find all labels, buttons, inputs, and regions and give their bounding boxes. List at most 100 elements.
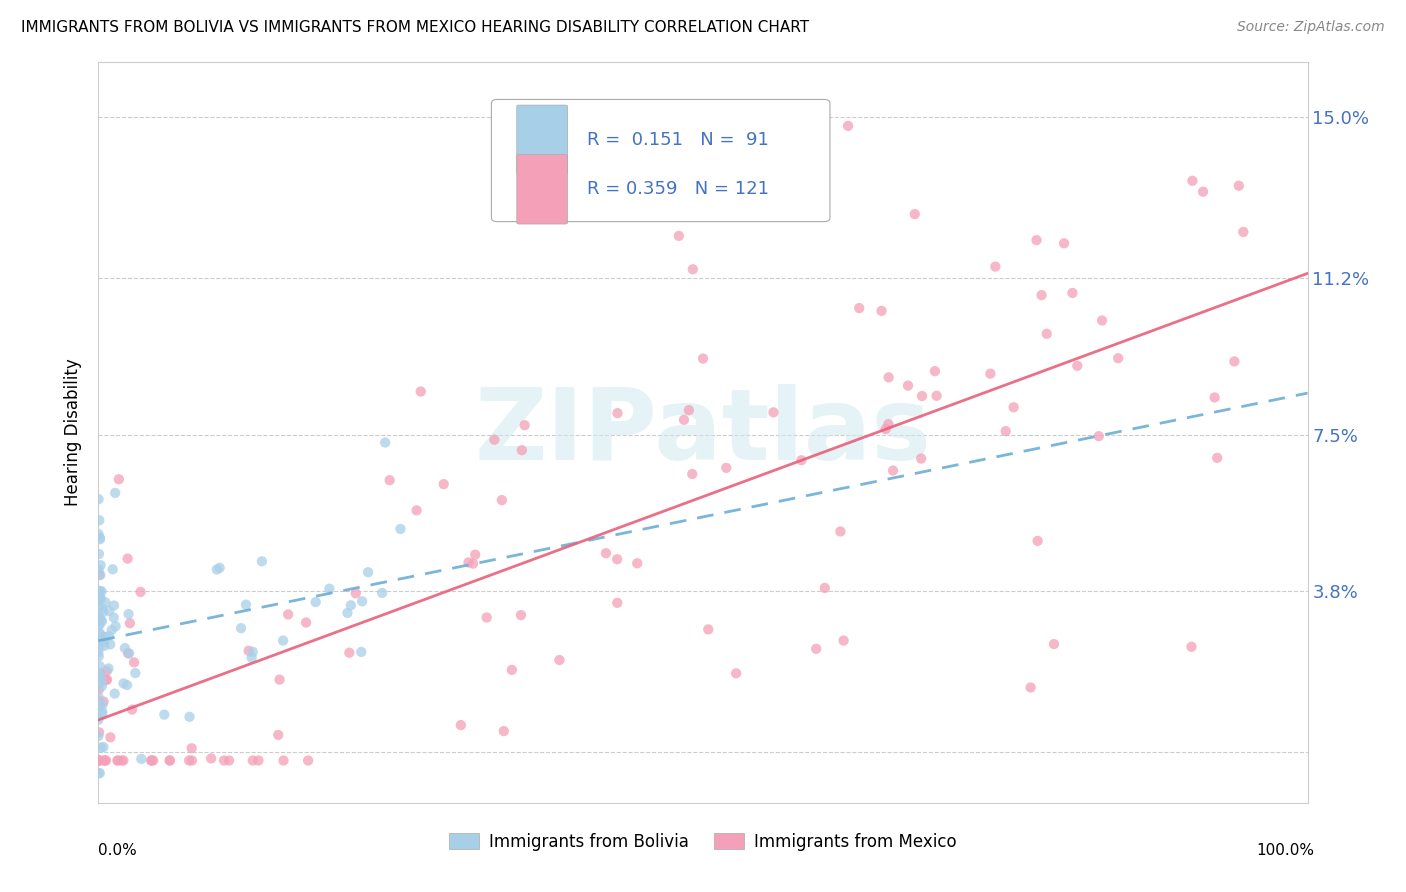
Point [762, 405, 785, 419]
Point [129, 585, 152, 599]
Point [806, 641, 828, 656]
Point [111, 754, 134, 768]
Text: Source: ZipAtlas.com: Source: ZipAtlas.com [1237, 20, 1385, 34]
Point [875, 422, 897, 436]
Point [159, 754, 181, 768]
Point [104, 619, 127, 633]
Point [672, 413, 695, 427]
Point [378, 473, 401, 487]
Point [89, 659, 111, 673]
Point [697, 623, 720, 637]
Point [131, 752, 153, 766]
Point [87, 754, 110, 768]
Point [205, 562, 228, 576]
Point [104, 486, 127, 500]
Point [1204, 391, 1226, 405]
Point [229, 621, 252, 635]
Point [910, 451, 932, 466]
Point [87, 593, 110, 607]
Point [89, 766, 111, 780]
Point [142, 754, 165, 768]
Point [97, 629, 120, 643]
Point [118, 647, 141, 661]
Point [177, 754, 200, 768]
Point [87, 619, 110, 633]
Point [93, 740, 115, 755]
Point [89, 665, 111, 680]
Point [87, 675, 110, 690]
Point [725, 666, 748, 681]
Point [96, 673, 118, 687]
Legend: Immigrants from Bolivia, Immigrants from Mexico: Immigrants from Bolivia, Immigrants from… [443, 826, 963, 857]
Point [98, 731, 121, 745]
Point [90, 584, 112, 599]
Point [790, 453, 813, 467]
Point [911, 389, 934, 403]
Point [141, 754, 163, 768]
Point [269, 673, 291, 687]
Point [297, 754, 319, 768]
Point [89, 670, 111, 684]
Point [925, 389, 948, 403]
Text: R = 0.359   N = 121: R = 0.359 N = 121 [586, 180, 769, 198]
Point [87, 699, 110, 714]
Point [681, 467, 703, 481]
Point [107, 754, 129, 768]
Point [108, 472, 131, 486]
Point [848, 301, 870, 315]
Point [117, 551, 139, 566]
Point [117, 646, 139, 660]
Point [93, 635, 115, 649]
Point [877, 417, 900, 432]
Y-axis label: Hearing Disability: Hearing Disability [65, 359, 83, 507]
Text: ZIPatlas: ZIPatlas [475, 384, 931, 481]
Point [87, 584, 110, 599]
Point [107, 754, 129, 768]
Point [87, 563, 110, 577]
Point [89, 610, 111, 624]
Point [90, 558, 112, 573]
Point [904, 207, 927, 221]
Point [94, 673, 117, 687]
Point [247, 754, 270, 768]
Point [93, 754, 115, 768]
Point [461, 557, 484, 571]
Point [606, 552, 628, 566]
Point [94, 595, 117, 609]
Point [1227, 178, 1250, 193]
Point [238, 644, 260, 658]
Point [89, 568, 111, 582]
Point [87, 585, 110, 599]
Point [337, 646, 360, 660]
Point [89, 626, 111, 640]
Point [91, 601, 114, 615]
Point [1031, 288, 1053, 302]
Point [277, 607, 299, 622]
Point [1025, 233, 1047, 247]
Point [692, 351, 714, 366]
Point [87, 725, 110, 739]
Point [118, 616, 141, 631]
Point [180, 741, 202, 756]
Point [352, 594, 374, 608]
Point [242, 645, 264, 659]
Point [273, 754, 295, 768]
Point [548, 653, 571, 667]
Point [91, 605, 114, 619]
Point [626, 556, 648, 570]
Point [112, 676, 135, 690]
Point [830, 524, 852, 539]
Point [90, 740, 112, 755]
Point [924, 364, 946, 378]
Point [89, 513, 111, 527]
Point [606, 406, 628, 420]
Point [870, 303, 893, 318]
Point [93, 754, 115, 768]
Point [484, 433, 506, 447]
Point [374, 435, 396, 450]
Point [1206, 450, 1229, 465]
Point [984, 260, 1007, 274]
FancyBboxPatch shape [517, 105, 568, 175]
Point [87, 527, 110, 541]
Point [994, 424, 1017, 438]
